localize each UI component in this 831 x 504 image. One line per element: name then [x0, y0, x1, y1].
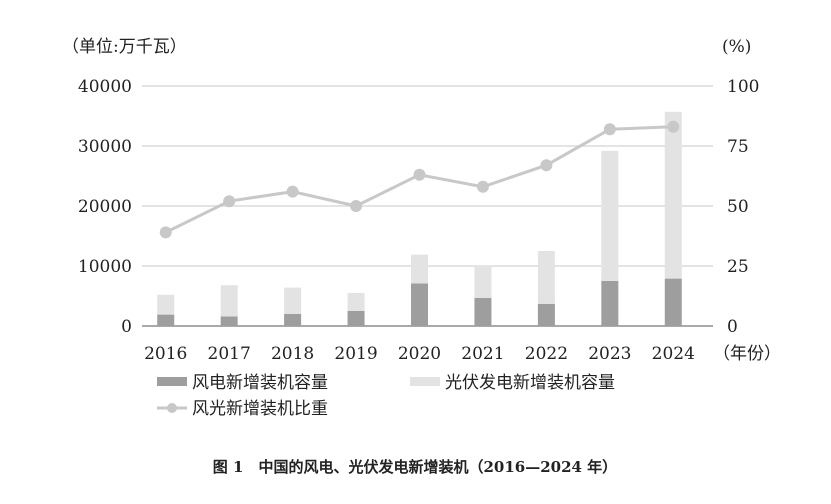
x-unit-label: （年份）	[713, 344, 781, 364]
bar-solar	[601, 150, 619, 281]
y2-tick-label: 100	[727, 77, 759, 97]
x-tick-label: 2022	[525, 344, 568, 364]
y-tick-label: 0	[121, 317, 132, 337]
share-point	[667, 120, 680, 133]
x-tick-label: 2021	[461, 344, 504, 364]
bar-solar	[664, 111, 682, 279]
x-tick-label: 2019	[334, 344, 377, 364]
x-tick-label: 2016	[144, 344, 187, 364]
bar-solar	[347, 293, 365, 311]
bar-solar	[411, 254, 428, 284]
x-tick-label: 2023	[588, 344, 631, 364]
legend-label-share: 风光新增装机比重	[192, 399, 328, 419]
y-tick-label: 10000	[78, 257, 132, 277]
share-point	[603, 123, 616, 136]
legend-swatch-solar	[410, 377, 440, 386]
y-tick-label: 20000	[78, 197, 132, 217]
legend-label-wind: 风电新增装机容量	[192, 373, 328, 393]
share-point	[286, 185, 299, 198]
bar-solar	[220, 285, 238, 317]
y2-tick-label: 75	[727, 137, 749, 157]
share-point	[540, 159, 553, 172]
bar-wind	[537, 303, 555, 326]
y-tick-label: 40000	[78, 77, 132, 97]
bar-wind	[601, 281, 619, 326]
y2-tick-label: 0	[727, 317, 738, 337]
right-unit-label: (%)	[722, 37, 751, 57]
share-point	[223, 195, 236, 208]
bar-solar	[474, 265, 492, 298]
share-point	[476, 180, 489, 193]
chart-title: 图 1 中国的风电、光伏发电新增装机（2016—2024 年）	[213, 458, 617, 476]
bar-wind	[411, 283, 428, 326]
legend-swatch-share-point	[167, 403, 177, 413]
bar-wind	[157, 314, 175, 326]
y2-tick-label: 25	[727, 257, 749, 277]
share-point	[413, 168, 426, 181]
left-unit-label: （单位:万千瓦）	[62, 37, 187, 57]
x-tick-label: 2020	[398, 344, 441, 364]
y2-tick-label: 50	[727, 197, 749, 217]
x-tick-label: 2018	[271, 344, 314, 364]
share-point	[350, 200, 363, 212]
bar-wind	[347, 311, 365, 326]
bar-solar	[284, 287, 302, 314]
y-tick-label: 30000	[78, 137, 132, 157]
x-tick-label: 2024	[652, 344, 695, 364]
bar-wind	[284, 314, 302, 326]
x-tick-label: 2017	[208, 344, 251, 364]
bar-wind	[664, 278, 682, 326]
bar-wind	[220, 316, 238, 326]
legend-swatch-wind	[157, 377, 187, 386]
bar-solar	[157, 294, 175, 315]
share-point	[159, 226, 172, 239]
bar-wind	[474, 297, 492, 326]
bar-solar	[537, 251, 555, 304]
legend-label-solar: 光伏发电新增装机容量	[445, 373, 615, 393]
